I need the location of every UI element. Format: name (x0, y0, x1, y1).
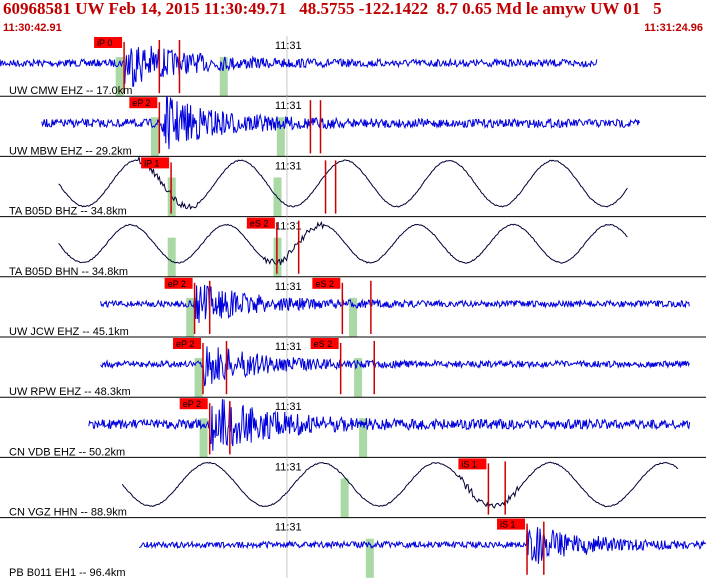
pick-label: iP 0 (97, 38, 112, 48)
event-title: 60968581 UW Feb 14, 2015 11:30:49.71 48.… (3, 0, 662, 18)
window-bar (354, 358, 363, 398)
station-label: UW JCW EHZ -- 45.1km (9, 326, 129, 338)
trace-row: 11:31 eS 2 TA B05D BHN -- 34.8km (0, 216, 706, 278)
window-bar (219, 57, 228, 97)
window-bar (167, 237, 176, 277)
pick-box (458, 458, 487, 470)
end-time-label: 11:31:24.96 (644, 22, 703, 34)
pick-label: iS 1 (500, 520, 516, 530)
station-label: TA B05D BHZ -- 34.8km (9, 206, 127, 218)
waveform-trace (88, 399, 691, 451)
trace-row: 11:31 iS 1 PB B011 EH1 -- 96.4km (0, 517, 706, 578)
trace-row: 11:31 eP 2 UW MBW EHZ -- 29.2km (0, 95, 706, 157)
time-tick-label: 11:31 (275, 461, 302, 473)
pick-label: iS 1 (461, 459, 477, 469)
time-tick-label: 11:31 (275, 40, 302, 52)
window-bar (186, 297, 195, 337)
trace-row: 11:31 eP 2 CN VDB EHZ -- 50.2km (0, 396, 706, 458)
start-time-label: 11:30:42.91 (3, 22, 62, 34)
waveform-trace (121, 461, 679, 509)
trace-row: 11:31 iP 0 UW CMW EHZ -- 17.0km (0, 36, 598, 97)
time-tick-label: 11:31 (275, 221, 302, 233)
window-bar (365, 538, 374, 578)
pick-label: eP 2 (176, 339, 194, 349)
waveform-trace (58, 155, 628, 210)
station-label: TA B05D BHN -- 34.8km (9, 266, 128, 278)
window-bar (199, 418, 208, 458)
waveform-trace (100, 284, 690, 324)
window-bar (349, 297, 358, 337)
pick-box (172, 338, 201, 349)
window-bar (340, 478, 349, 518)
pick-label: eP 2 (132, 98, 150, 108)
pick-box (312, 277, 341, 289)
trace-row: 11:31 iS 1 CN VGZ HHN -- 88.9km (0, 456, 706, 519)
station-label: PB B011 EH1 -- 96.4km (9, 567, 126, 578)
station-label: CN VDB EHZ -- 50.2km (9, 446, 125, 458)
pick-box (94, 37, 123, 48)
window-bar (359, 418, 368, 458)
pick-label: iP 1 (144, 158, 159, 168)
time-tick-label: 11:31 (275, 160, 302, 172)
pick-box (179, 398, 208, 410)
pick-label: eS 2 (250, 219, 269, 229)
waveform-trace (41, 95, 640, 150)
window-bar (150, 117, 159, 157)
window-bar (194, 358, 203, 398)
trace-row: 11:31 eP 2 eS 2 UW RPW EHZ -- 48.3km (0, 336, 706, 398)
trace-row: 11:31 iP 1 TA B05D BHZ -- 34.8km (0, 155, 706, 218)
station-label: CN VGZ HHN -- 88.9km (9, 507, 127, 519)
time-tick-label: 11:31 (275, 100, 302, 112)
window-bar (115, 57, 124, 97)
pick-box (141, 157, 170, 169)
waveform-trace (0, 45, 598, 87)
pick-label: eS 2 (315, 279, 334, 289)
time-tick-label: 11:31 (275, 522, 302, 534)
trace-row: 11:31 eP 2 eS 2 UW JCW EHZ -- 45.1km (0, 276, 706, 338)
pick-box (310, 338, 339, 349)
waveform-trace (138, 526, 706, 564)
pick-box (246, 217, 275, 229)
pick-box (497, 518, 526, 530)
window-bar (276, 117, 285, 157)
time-tick-label: 11:31 (275, 401, 302, 413)
pick-label: eS 2 (314, 339, 333, 349)
seismogram-panel: 11:31 iP 0 UW CMW EHZ -- 17.0km 11:31 eP 2 UW… (0, 36, 706, 578)
station-label: UW CMW EHZ -- 17.0km (9, 85, 132, 97)
time-tick-label: 11:31 (275, 341, 302, 353)
time-tick-label: 11:31 (275, 281, 302, 293)
pick-box (129, 97, 158, 109)
pick-label: eP 2 (168, 279, 186, 289)
station-label: UW RPW EHZ -- 48.3km (9, 386, 131, 398)
pick-box (164, 277, 193, 289)
header: 60968581 UW Feb 14, 2015 11:30:49.71 48.… (0, 0, 706, 34)
station-label: UW MBW EHZ -- 29.2km (9, 145, 132, 157)
waveform-trace (100, 346, 690, 387)
waveform-trace (58, 220, 628, 265)
pick-label: eP 2 (183, 399, 201, 409)
